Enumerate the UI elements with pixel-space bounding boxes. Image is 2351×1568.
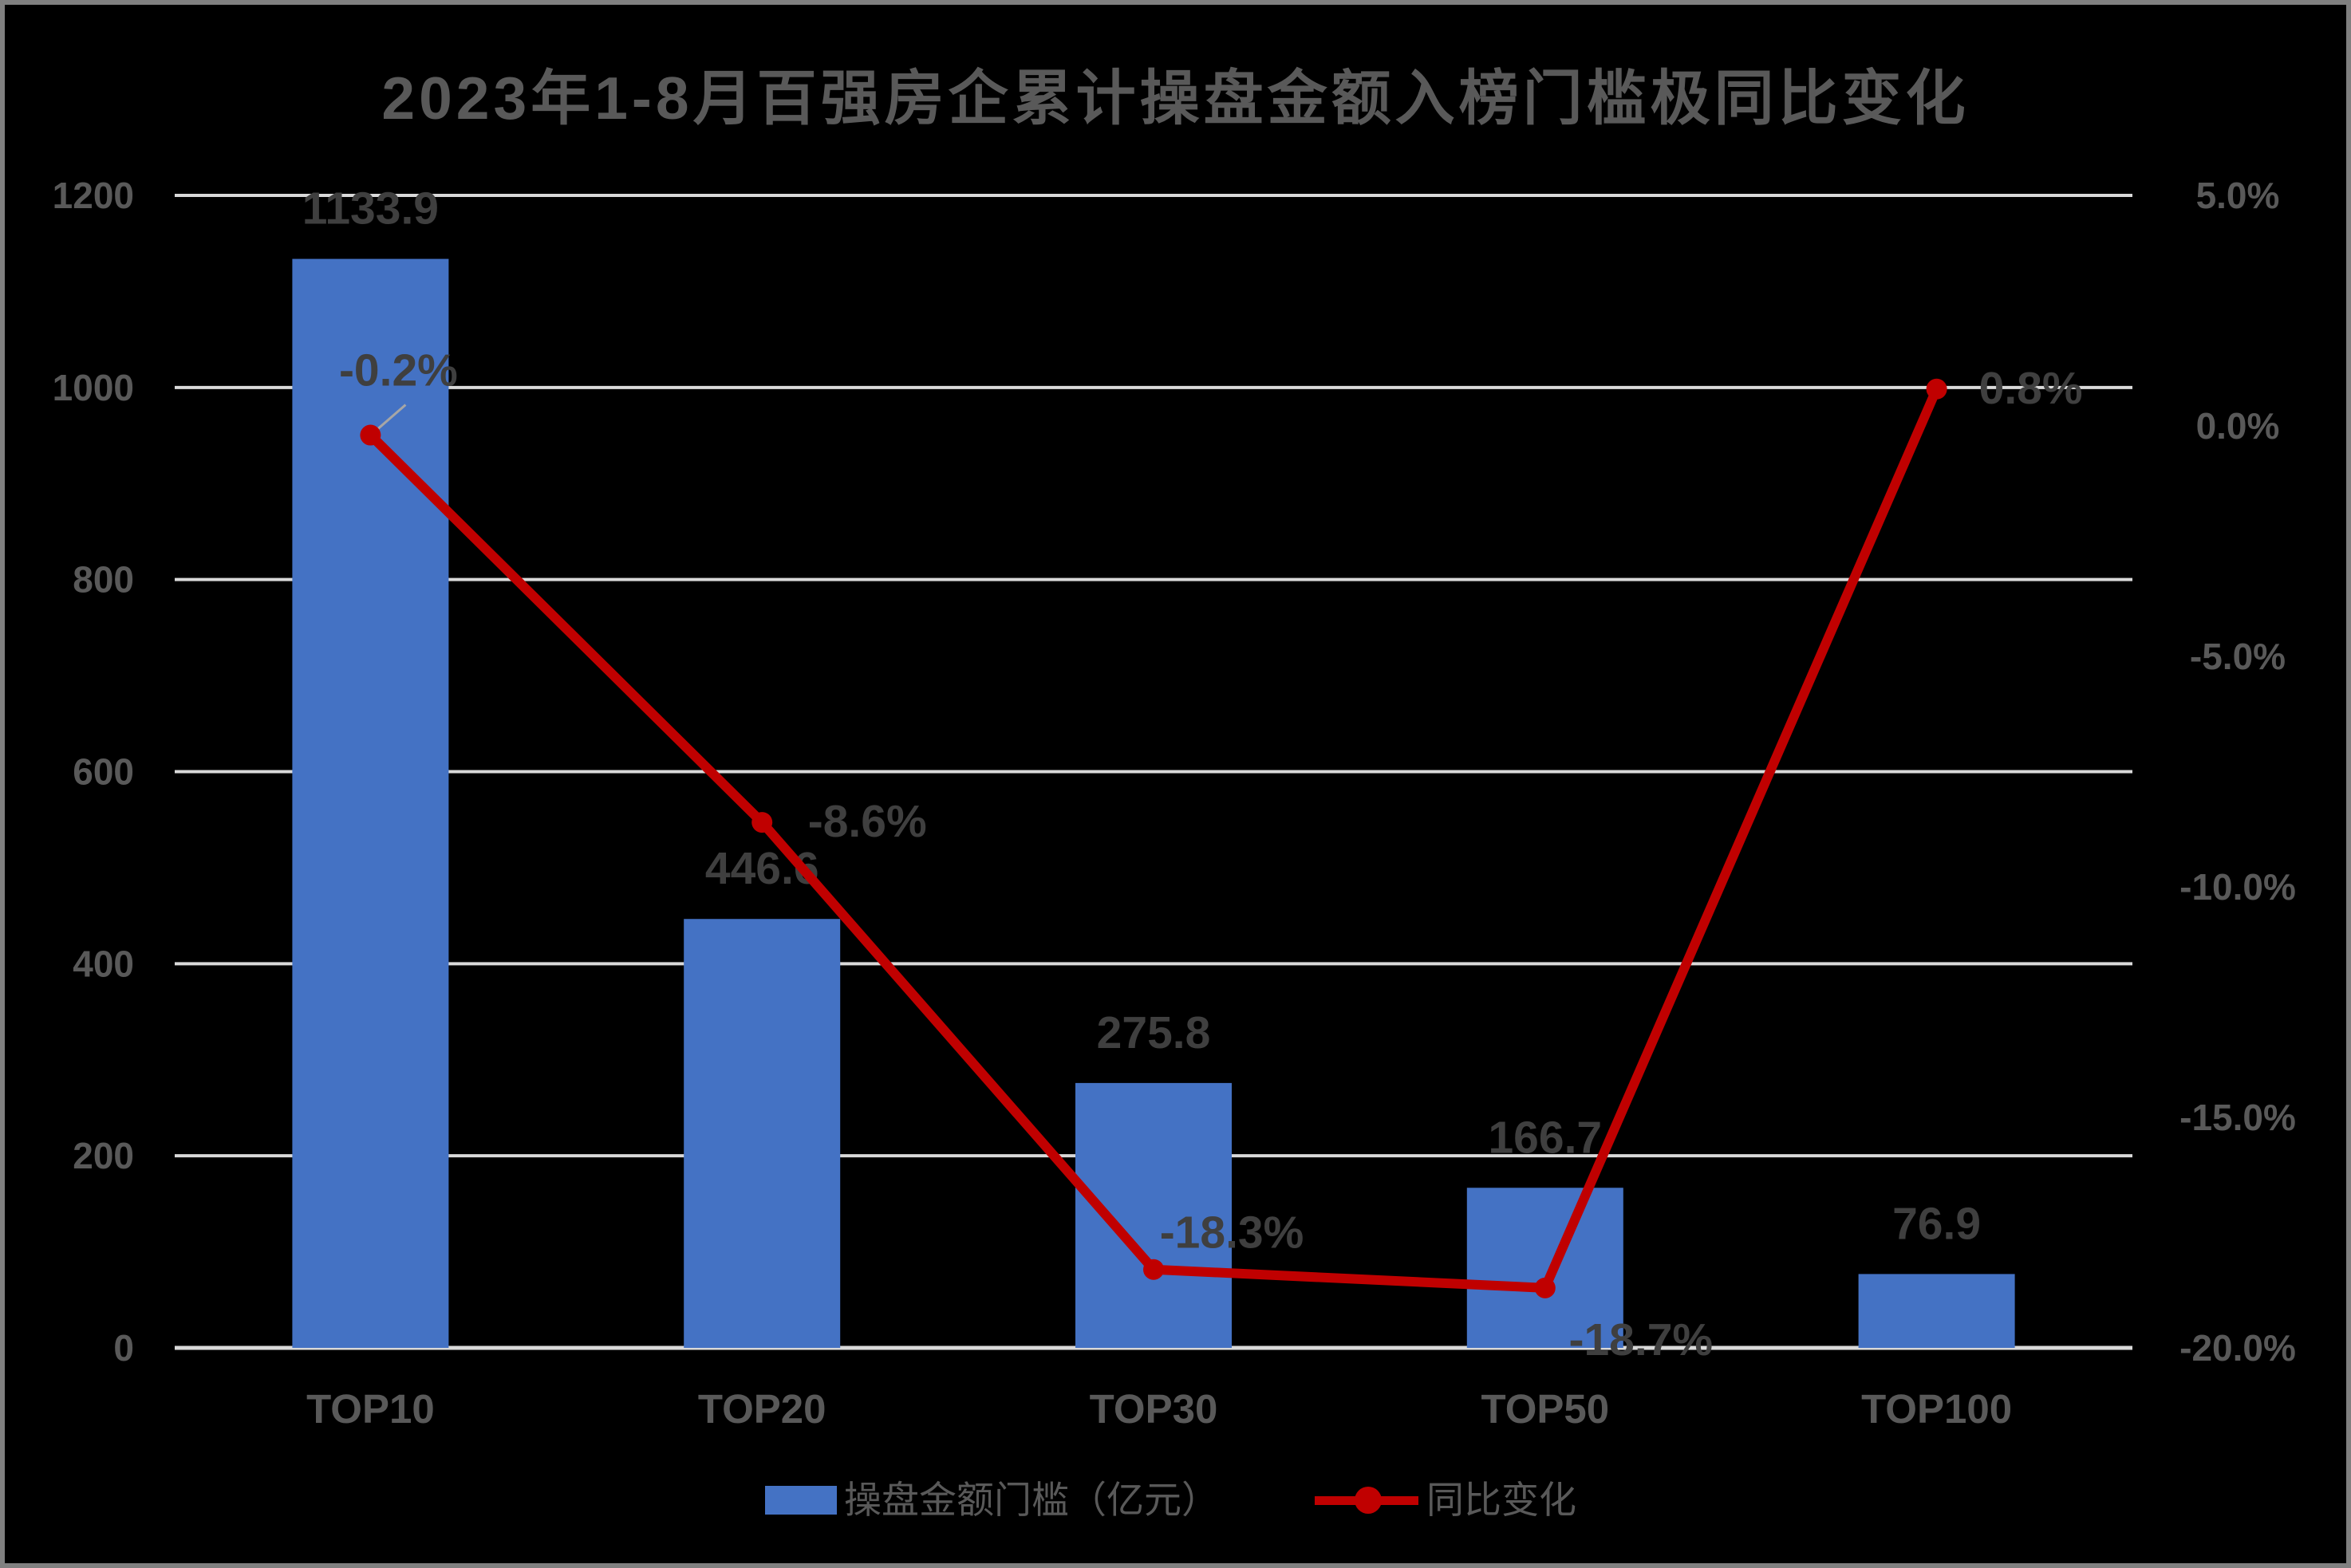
- right-axis-tick-0.0%: 0.0%: [2196, 405, 2280, 447]
- chart-title: 2023年1-8月百强房企累计操盘金额入榜门槛极同比变化: [381, 65, 1970, 132]
- line-marker-top50: [1534, 1277, 1556, 1298]
- bar-top50: [1466, 1188, 1623, 1348]
- legend-line-dot-icon: [1355, 1487, 1382, 1514]
- right-axis-tick-5.0%: 5.0%: [2196, 175, 2280, 216]
- line-marker-top30: [1143, 1259, 1164, 1280]
- line-value-label-top30: -18.3%: [1160, 1208, 1304, 1259]
- right-axis-tick--10.0%: -10.0%: [2179, 866, 2296, 908]
- left-axis-tick-0: 0: [113, 1327, 134, 1369]
- bar-value-label-top10: 1133.9: [302, 183, 439, 234]
- right-axis-tick--5.0%: -5.0%: [2190, 636, 2286, 677]
- right-axis-tick--20.0%: -20.0%: [2179, 1327, 2296, 1369]
- line-value-label-top100: 0.8%: [1979, 363, 2083, 414]
- bar-value-label-top100: 76.9: [1892, 1198, 1981, 1249]
- left-axis-tick-200: 200: [73, 1135, 134, 1176]
- left-axis-tick-1000: 1000: [53, 367, 134, 408]
- category-label-top100: TOP100: [1861, 1386, 2012, 1432]
- left-axis-tick-600: 600: [73, 751, 134, 793]
- left-axis-tick-1200: 1200: [53, 175, 134, 216]
- bar-top100: [1858, 1274, 2015, 1348]
- line-marker-top10: [360, 424, 381, 446]
- line-value-label-top50: -18.7%: [1568, 1314, 1713, 1365]
- label-leader-line: [374, 404, 407, 432]
- legend-bar-label: 操盘金额门槛（亿元）: [844, 1479, 1219, 1521]
- bar-top20: [684, 919, 841, 1348]
- bar-value-label-top50: 166.7: [1488, 1112, 1602, 1163]
- category-label-top20: TOP20: [698, 1386, 826, 1432]
- right-axis-tick--15.0%: -15.0%: [2179, 1097, 2296, 1138]
- bar-top10: [292, 258, 449, 1348]
- category-label-top10: TOP10: [306, 1386, 435, 1432]
- bar-value-label-top30: 275.8: [1097, 1007, 1211, 1058]
- line-marker-top100: [1926, 378, 1947, 400]
- legend-line-label: 同比变化: [1426, 1479, 1576, 1521]
- legend-bar-swatch: [765, 1486, 837, 1515]
- line-value-label-top10: -0.2%: [339, 345, 458, 396]
- category-label-top50: TOP50: [1481, 1386, 1609, 1432]
- category-label-top30: TOP30: [1090, 1386, 1218, 1432]
- line-marker-top20: [751, 812, 773, 833]
- left-axis-tick-800: 800: [73, 559, 134, 601]
- line-value-label-top20: -8.6%: [808, 796, 927, 847]
- left-axis-tick-400: 400: [73, 943, 134, 984]
